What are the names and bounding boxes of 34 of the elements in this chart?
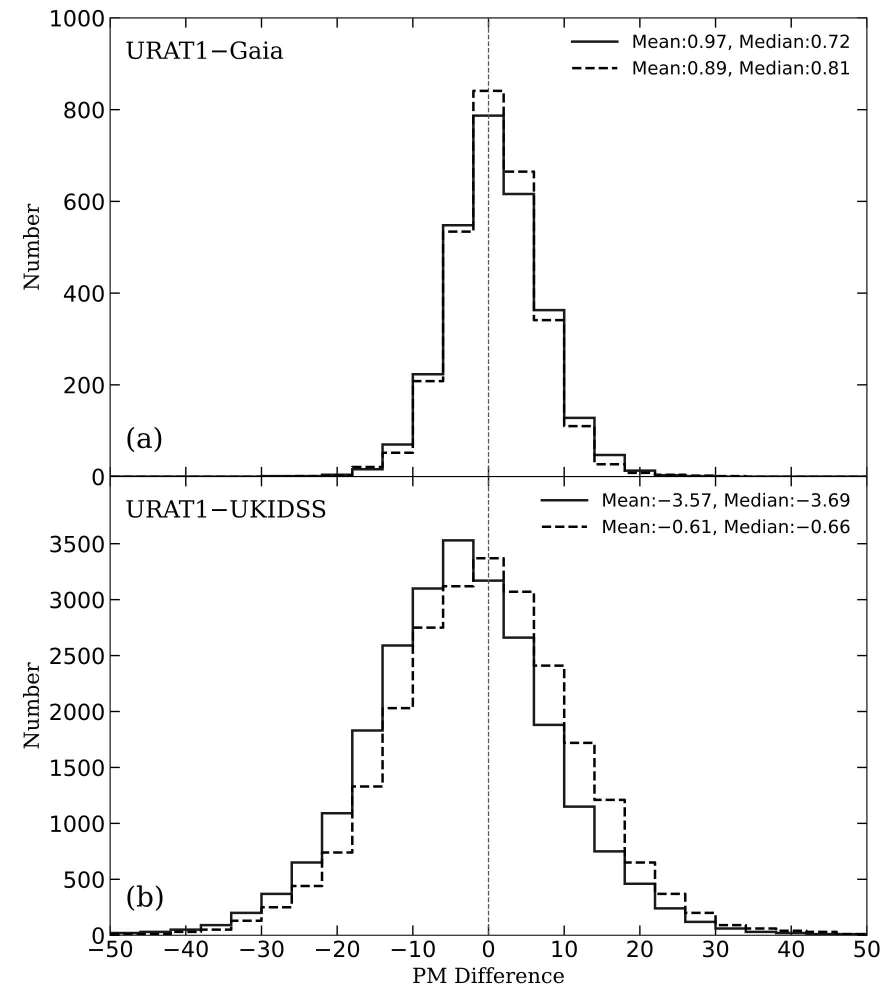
x-axis-title: PM Difference [413, 967, 564, 984]
x-tick-label: −40 [164, 940, 208, 958]
y-tick-label: 800 [64, 102, 104, 118]
y-tick-label: 400 [64, 285, 104, 302]
y-tick-label: 200 [64, 376, 104, 394]
y-tick-label: 1500 [51, 759, 104, 776]
x-tick-label: 0 [482, 940, 494, 958]
y-tick-label: 2500 [50, 648, 104, 664]
legend-label: Mean:−0.61, Median:−0.66 [603, 519, 850, 536]
x-tick-label: 30 [703, 940, 728, 958]
x-tick-label: −10 [392, 940, 435, 958]
y-tick-label: 600 [64, 193, 104, 210]
y-tick-label: 3500 [50, 536, 104, 552]
annotation: (b) [127, 885, 163, 911]
y-tick-label: 1000 [51, 815, 104, 832]
y-axis-title: Number [22, 204, 40, 290]
legend-label: Mean:−3.57, Median:−3.69 [603, 492, 850, 509]
x-tick-label: 10 [552, 940, 577, 958]
y-axis-title: Number [22, 662, 40, 748]
y-tick-label: 500 [64, 871, 104, 888]
x-tick-label: 50 [854, 940, 880, 958]
x-tick-label: −30 [240, 940, 284, 958]
y-tick-label: 1000 [51, 10, 104, 27]
annotation: (a) [127, 426, 162, 452]
legend-label: Mean:0.89, Median:0.81 [634, 60, 849, 76]
legend-label: Mean:0.97, Median:0.72 [634, 34, 849, 50]
x-tick-label: −20 [316, 940, 360, 958]
y-tick-label: 2000 [50, 703, 104, 720]
x-tick-label: 20 [627, 940, 653, 958]
text: URAT1−UKIDSS [126, 500, 326, 518]
y-tick-label: 0 [92, 468, 104, 486]
text: URAT1−Gaia [126, 41, 284, 60]
y-tick-label: 3000 [50, 592, 104, 608]
x-tick-label: 40 [778, 940, 804, 958]
